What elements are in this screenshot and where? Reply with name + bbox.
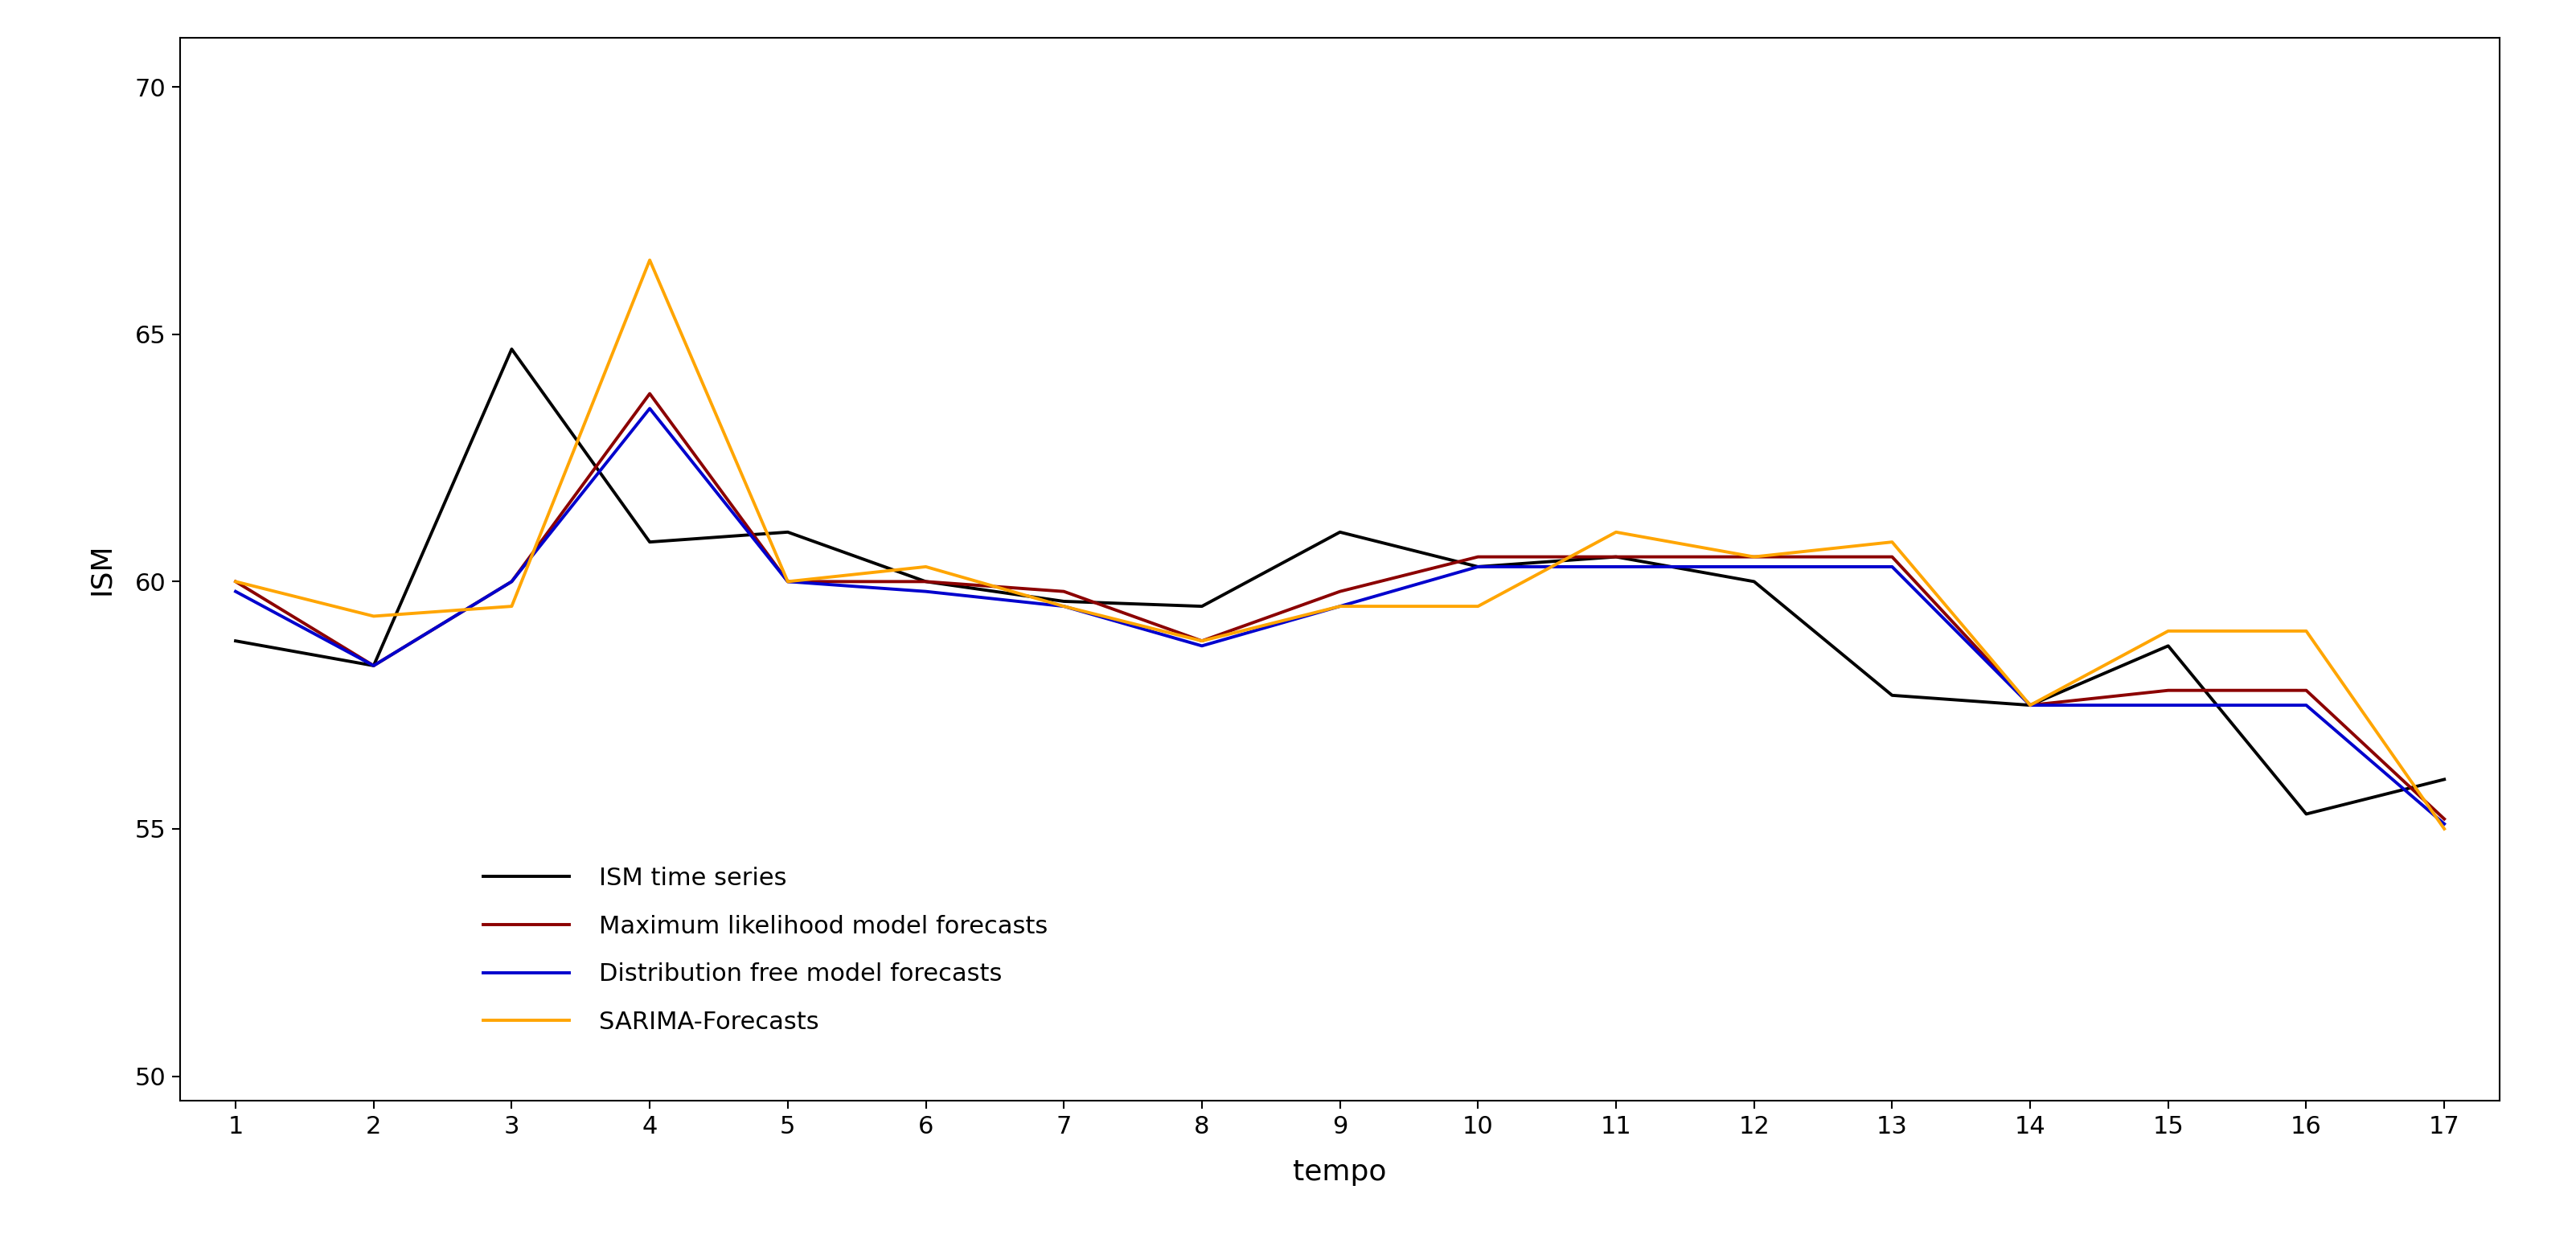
SARIMA-Forecasts — [2290, 623, 2321, 638]
SARIMA-Forecasts — [1324, 599, 1355, 614]
Distribution free model forecasts — [1463, 559, 1494, 574]
SARIMA-Forecasts — [219, 574, 250, 589]
Maximum likelihood model forecasts — [909, 574, 940, 589]
ISM time series — [773, 524, 804, 539]
SARIMA-Forecasts — [634, 253, 665, 268]
SARIMA-Forecasts — [2429, 822, 2460, 837]
Maximum likelihood model forecasts — [2290, 683, 2321, 698]
Maximum likelihood model forecasts — [1048, 584, 1079, 599]
SARIMA-Forecasts — [2151, 623, 2182, 638]
X-axis label: tempo: tempo — [1293, 1158, 1386, 1186]
Maximum likelihood model forecasts — [1600, 549, 1631, 564]
Distribution free model forecasts — [1600, 559, 1631, 574]
Distribution free model forecasts — [1739, 559, 1770, 574]
SARIMA-Forecasts — [909, 559, 940, 574]
Line: Distribution free model forecasts: Distribution free model forecasts — [234, 409, 2445, 824]
Distribution free model forecasts — [634, 402, 665, 417]
Maximum likelihood model forecasts — [1875, 549, 1906, 564]
Distribution free model forecasts — [773, 574, 804, 589]
SARIMA-Forecasts — [497, 599, 528, 614]
Distribution free model forecasts — [219, 584, 250, 599]
SARIMA-Forecasts — [2014, 698, 2045, 713]
ISM time series — [1048, 594, 1079, 609]
ISM time series — [1185, 599, 1216, 614]
Distribution free model forecasts — [1875, 559, 1906, 574]
Distribution free model forecasts — [1324, 599, 1355, 614]
Maximum likelihood model forecasts — [1185, 633, 1216, 648]
Distribution free model forecasts — [1185, 638, 1216, 653]
ISM time series — [2151, 638, 2182, 653]
ISM time series — [1739, 574, 1770, 589]
Distribution free model forecasts — [358, 658, 389, 673]
Line: Maximum likelihood model forecasts: Maximum likelihood model forecasts — [234, 394, 2445, 819]
Maximum likelihood model forecasts — [2014, 698, 2045, 713]
ISM time series — [2014, 698, 2045, 713]
ISM time series — [1463, 559, 1494, 574]
SARIMA-Forecasts — [1048, 599, 1079, 614]
Line: ISM time series: ISM time series — [234, 349, 2445, 814]
Maximum likelihood model forecasts — [2429, 812, 2460, 827]
Distribution free model forecasts — [497, 574, 528, 589]
Y-axis label: ISM: ISM — [88, 543, 113, 595]
Distribution free model forecasts — [2290, 698, 2321, 713]
Maximum likelihood model forecasts — [219, 574, 250, 589]
ISM time series — [497, 342, 528, 357]
ISM time series — [1600, 549, 1631, 564]
ISM time series — [1875, 688, 1906, 703]
ISM time series — [2290, 807, 2321, 822]
SARIMA-Forecasts — [1739, 549, 1770, 564]
ISM time series — [1324, 524, 1355, 539]
Maximum likelihood model forecasts — [1739, 549, 1770, 564]
Maximum likelihood model forecasts — [497, 574, 528, 589]
SARIMA-Forecasts — [1875, 534, 1906, 549]
ISM time series — [219, 633, 250, 648]
ISM time series — [634, 534, 665, 549]
Distribution free model forecasts — [909, 584, 940, 599]
Distribution free model forecasts — [1048, 599, 1079, 614]
Maximum likelihood model forecasts — [773, 574, 804, 589]
Distribution free model forecasts — [2151, 698, 2182, 713]
ISM time series — [2429, 772, 2460, 787]
SARIMA-Forecasts — [358, 609, 389, 624]
ISM time series — [358, 658, 389, 673]
SARIMA-Forecasts — [1463, 599, 1494, 614]
Distribution free model forecasts — [2429, 817, 2460, 832]
Maximum likelihood model forecasts — [1463, 549, 1494, 564]
SARIMA-Forecasts — [1600, 524, 1631, 539]
Maximum likelihood model forecasts — [2151, 683, 2182, 698]
SARIMA-Forecasts — [1185, 633, 1216, 648]
Maximum likelihood model forecasts — [634, 387, 665, 402]
Distribution free model forecasts — [2014, 698, 2045, 713]
Legend: ISM time series, Maximum likelihood model forecasts, Distribution free model for: ISM time series, Maximum likelihood mode… — [471, 854, 1059, 1046]
Maximum likelihood model forecasts — [358, 658, 389, 673]
SARIMA-Forecasts — [773, 574, 804, 589]
ISM time series — [909, 574, 940, 589]
Maximum likelihood model forecasts — [1324, 584, 1355, 599]
Line: SARIMA-Forecasts: SARIMA-Forecasts — [234, 260, 2445, 829]
